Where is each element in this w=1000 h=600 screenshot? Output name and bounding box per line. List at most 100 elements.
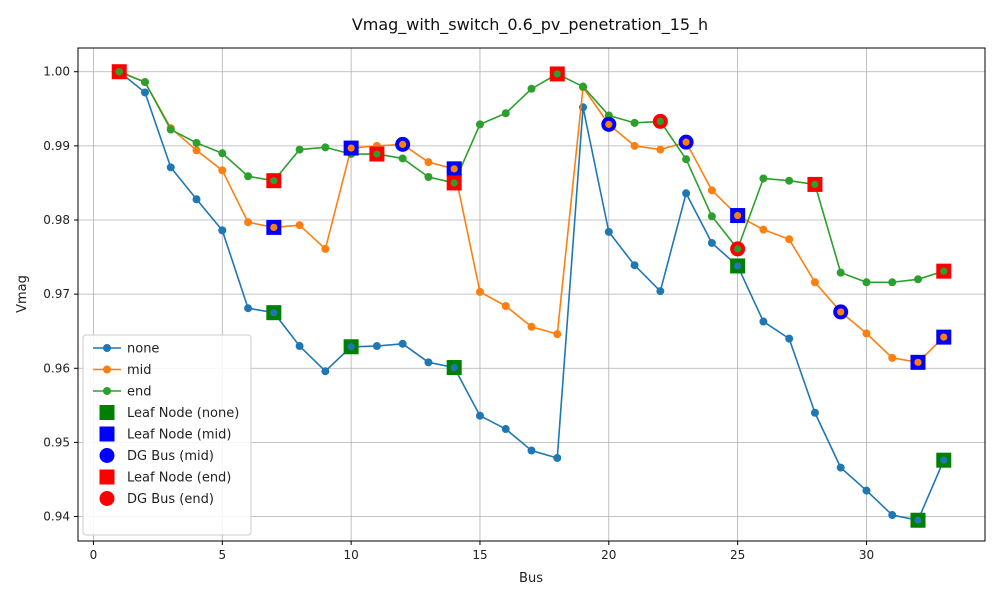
series-point-mid xyxy=(475,287,484,296)
series-point-end xyxy=(295,145,304,154)
series-point-none xyxy=(295,342,304,351)
series-point-none xyxy=(553,453,562,462)
series-point-end xyxy=(914,275,923,284)
series-point-none xyxy=(682,189,691,198)
series-point-none xyxy=(166,163,175,172)
series-point-overlay-mid xyxy=(734,211,742,220)
series-point-end xyxy=(140,78,149,87)
legend-label-dg-bus-end: DG Bus (end) xyxy=(127,492,214,507)
y-tick-label: 0.98 xyxy=(43,213,70,227)
series-point-end xyxy=(244,172,253,181)
series-point-none xyxy=(604,227,613,236)
series-point-end xyxy=(424,172,433,181)
chart-title: Vmag_with_switch_0.6_pv_penetration_15_h xyxy=(352,15,708,35)
series-point-overlay-mid xyxy=(837,308,845,316)
series-point-none xyxy=(244,304,253,313)
series-point-overlay-mid xyxy=(399,140,407,148)
series-point-mid xyxy=(862,329,871,338)
series-point-end xyxy=(630,118,639,127)
series-point-overlay-mid xyxy=(682,138,690,146)
series-point-overlay-end xyxy=(115,68,123,76)
series-point-mid xyxy=(888,353,897,362)
series-point-end xyxy=(475,120,484,129)
series-point-mid xyxy=(218,166,227,175)
legend-label-dg-bus-mid: DG Bus (mid) xyxy=(127,449,214,464)
series-point-overlay-end xyxy=(270,177,278,185)
series-point-end xyxy=(218,149,227,158)
tick-layer: 0 5 10 15 20 25 30 0.94 0.95 0.96 0.97 0.98 0.99 1.00 xyxy=(43,65,874,562)
legend-label-leaf-node-end: Leaf Node (end) xyxy=(127,471,231,486)
series-point-end xyxy=(759,174,768,183)
legend-marker-leaf-node-mid xyxy=(99,426,115,442)
series-point-end xyxy=(862,278,871,287)
series-point-overlay-end xyxy=(656,117,664,125)
series-point-overlay-end xyxy=(940,267,948,275)
y-tick-label: 0.95 xyxy=(43,435,70,449)
series-point-none xyxy=(501,425,510,434)
series-point-overlay-end xyxy=(450,179,458,187)
series-point-none xyxy=(836,463,845,472)
series-point-end xyxy=(398,154,407,163)
legend-marker-dg-bus-mid xyxy=(99,448,115,463)
series-point-end xyxy=(166,125,175,134)
series-point-end xyxy=(527,84,536,93)
series-point-overlay-mid xyxy=(605,120,613,128)
series-point-overlay-mid xyxy=(270,223,278,232)
series-point-overlay-mid xyxy=(450,165,458,173)
series-point-mid xyxy=(810,278,819,287)
series-point-end xyxy=(192,138,201,147)
series-point-mid xyxy=(656,145,665,154)
series-point-mid xyxy=(553,330,562,339)
series-point-none xyxy=(424,358,433,367)
series-point-none xyxy=(192,195,201,204)
x-tick-label: 5 xyxy=(218,548,226,562)
series-point-none xyxy=(630,261,639,270)
legend-label-none: none xyxy=(127,342,159,357)
series-point-end xyxy=(501,109,510,118)
series-point-mid xyxy=(244,218,253,227)
series-point-mid xyxy=(501,301,510,310)
series-point-overlay-mid xyxy=(914,358,922,366)
series-point-overlay-end xyxy=(553,70,561,78)
series-point-mid xyxy=(759,225,768,234)
legend-box xyxy=(82,334,252,536)
series-point-end xyxy=(785,176,794,185)
series-point-none xyxy=(321,367,330,376)
legend-marker-leaf-node-end xyxy=(99,469,115,485)
series-point-end xyxy=(888,278,897,287)
series-point-overlay-mid xyxy=(347,144,355,152)
series-point-none xyxy=(759,317,768,326)
x-axis-label: Bus xyxy=(519,571,543,586)
y-tick-label: 1.00 xyxy=(43,65,70,79)
series-point-overlay-none xyxy=(450,363,458,372)
series-point-mid xyxy=(295,221,304,230)
series-point-none xyxy=(656,287,665,296)
series-point-end xyxy=(682,155,691,164)
legend-label-leaf-node-none: Leaf Node (none) xyxy=(127,406,239,421)
series-point-mid xyxy=(630,141,639,150)
series-point-end xyxy=(579,82,588,91)
x-tick-label: 30 xyxy=(859,548,874,562)
series-point-overlay-none xyxy=(734,262,742,270)
series-point-overlay-none xyxy=(347,343,355,351)
x-tick-label: 15 xyxy=(472,548,487,562)
series-point-none xyxy=(707,238,716,247)
series-point-none xyxy=(372,342,381,351)
series-point-mid xyxy=(321,244,330,253)
y-axis-label: Vmag xyxy=(15,275,30,313)
x-tick-label: 25 xyxy=(730,548,745,562)
series-point-mid xyxy=(192,146,201,155)
marker-layer xyxy=(111,64,952,528)
y-tick-label: 0.99 xyxy=(43,139,70,153)
legend-marker-none xyxy=(103,344,111,352)
series-point-end xyxy=(707,212,716,221)
series-point-mid xyxy=(785,235,794,244)
series-point-none xyxy=(527,446,536,455)
series-point-mid xyxy=(424,158,433,167)
x-tick-label: 20 xyxy=(601,548,616,562)
series-point-overlay-end xyxy=(811,180,819,189)
legend-marker-end xyxy=(103,387,111,395)
legend-label-mid: mid xyxy=(127,363,152,378)
legend-label-end: end xyxy=(127,385,152,400)
